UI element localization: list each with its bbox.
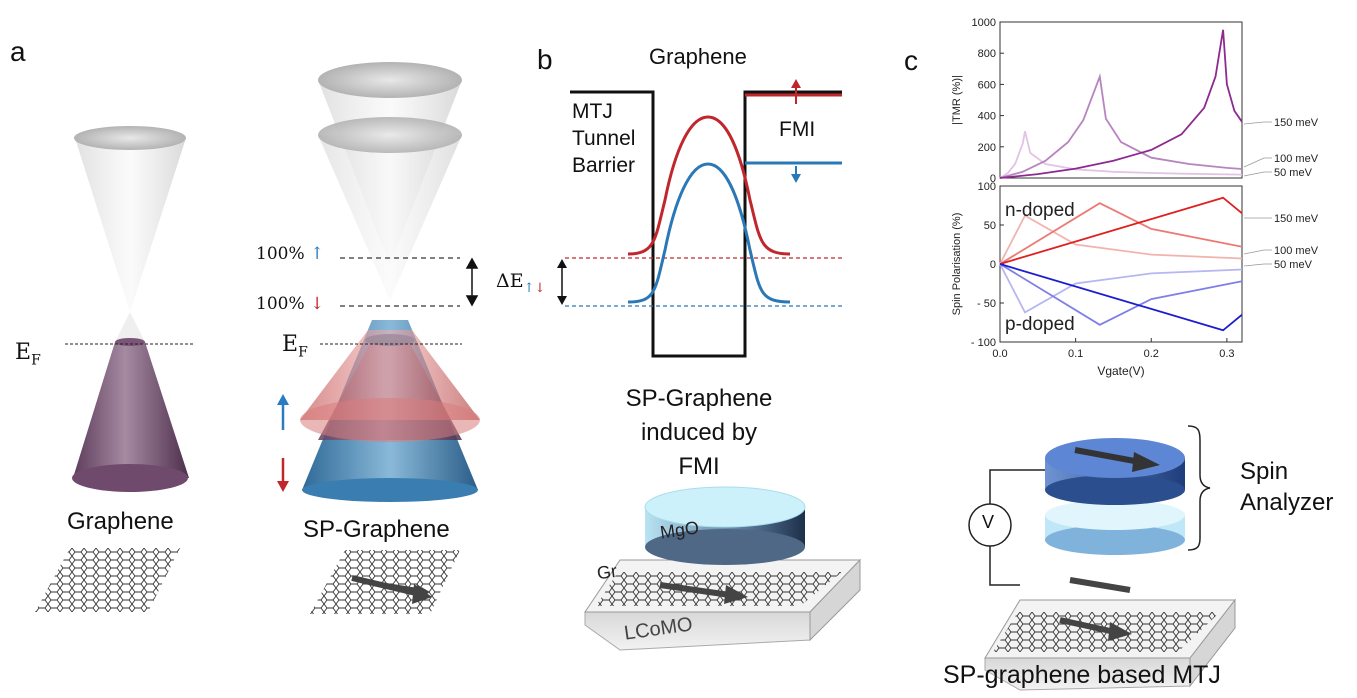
- fermi-energy-label-left: EF: [15, 340, 41, 369]
- series-leader-line: [1243, 249, 1272, 255]
- y-tick-label: 100: [978, 181, 996, 193]
- spin-analyzer-label: Spin Analyzer: [1240, 458, 1334, 516]
- series-line-0-2: [999, 29, 1243, 179]
- y-axis-label: Spin Polarisation (%): [951, 213, 963, 316]
- caption-sp-graphene: SP-Graphene: [303, 516, 450, 543]
- series-name-label: 100 meV: [1274, 153, 1319, 165]
- y-tick-label: 800: [978, 48, 996, 60]
- x-tick-label: 0.2: [1144, 348, 1159, 360]
- series-leader-line: [1243, 121, 1272, 125]
- series-name-label: 150 meV: [1274, 117, 1319, 129]
- y-tick-label: 1000: [972, 17, 996, 29]
- panel-c-label: c: [904, 45, 918, 76]
- x-tick-label: 0.1: [1068, 348, 1083, 360]
- series-line-1-2: [999, 196, 1243, 265]
- y-tick-label: 0: [990, 259, 996, 271]
- caption-graphene: Graphene: [67, 508, 174, 535]
- sp-graphene-dirac-cones: [300, 62, 480, 502]
- spin-up-polarization-label: 100% ↑: [256, 244, 325, 264]
- x-tick-label: 0.0: [992, 348, 1007, 360]
- delta-e-label: ΔE↑↓: [496, 270, 546, 296]
- mtj-tunnel-barrier-label: MTJ Tunnel Barrier: [572, 100, 636, 177]
- fermi-energy-label-right: EF: [282, 332, 308, 361]
- spin-down-polarization-label: 100% ↓: [256, 294, 325, 314]
- y-tick-label: - 50: [977, 298, 996, 310]
- graphene-lattice-left: [35, 548, 180, 612]
- panel-b-title: Graphene: [649, 44, 747, 69]
- mgo-lcomo-device: [584, 486, 862, 651]
- spin-up-arrow-icon: [277, 394, 289, 430]
- panel-a-label: a: [10, 36, 26, 67]
- gr-label: Gr: [595, 560, 619, 584]
- y-axis-label: |TMR (%)|: [951, 75, 963, 125]
- y-tick-label: 400: [978, 111, 996, 123]
- mtj-device: [968, 425, 1237, 691]
- series-line-1-5: [999, 263, 1243, 332]
- series-line-1-4: [999, 263, 1243, 326]
- panel-b-label: b: [537, 44, 553, 75]
- tunnel-barrier-diagram: [557, 79, 845, 358]
- series-line-0-0: [999, 130, 1243, 179]
- series-line-1-1: [999, 202, 1243, 265]
- panel-b-caption: SP-Graphene induced by FMI: [625, 385, 773, 480]
- energy-gap-double-arrow: [465, 257, 479, 307]
- series-leader-line: [1243, 157, 1272, 168]
- sp-graphene-lattice: [310, 550, 460, 614]
- annotation-p-doped: p-doped: [1005, 314, 1075, 335]
- y-tick-label: 600: [978, 79, 996, 91]
- annotation-n-doped: n-doped: [1005, 200, 1075, 221]
- series-line-0-1: [999, 73, 1243, 179]
- series-name-label: 100 meV: [1274, 245, 1319, 257]
- graphene-dirac-cone: [72, 126, 189, 492]
- x-axis-label: Vgate(V): [1097, 364, 1144, 378]
- spin-down-arrow-icon: [277, 458, 289, 492]
- y-tick-label: 50: [984, 220, 996, 232]
- series-name-label: 50 meV: [1274, 167, 1313, 179]
- fmi-label: FMI: [779, 118, 816, 141]
- series-leader-line: [1243, 171, 1272, 177]
- y-tick-label: 200: [978, 142, 996, 154]
- y-tick-label: 0: [990, 173, 996, 185]
- series-name-label: 50 meV: [1274, 259, 1313, 271]
- series-leader-line: [1243, 263, 1272, 267]
- series-line-1-3: [999, 263, 1243, 314]
- x-tick-label: 0.3: [1219, 348, 1234, 360]
- voltmeter-label: V: [982, 512, 995, 532]
- series-line-1-0: [999, 214, 1243, 265]
- caption-sp-graphene-mtj: SP-graphene based MTJ: [943, 661, 1221, 689]
- series-name-label: 150 meV: [1274, 213, 1319, 225]
- y-tick-label: - 100: [971, 337, 996, 349]
- chart-frame-0: [999, 21, 1243, 179]
